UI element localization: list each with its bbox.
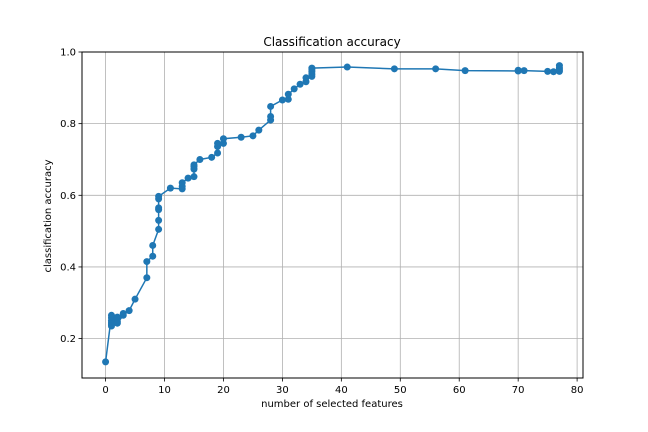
data-point [520, 67, 528, 75]
data-point [514, 66, 522, 74]
y-tick-label: 0.6 [60, 191, 76, 202]
data-point [155, 192, 163, 200]
y-tick-label: 0.4 [60, 262, 76, 273]
data-point [296, 80, 304, 88]
data-point [166, 184, 174, 192]
data-point [284, 95, 292, 103]
data-point [143, 258, 151, 266]
y-axis: 0.2 0.4 0.6 0.8 1.0 [60, 48, 82, 345]
data-point [178, 179, 186, 187]
x-tick-label: 60 [453, 385, 466, 396]
data-point [149, 241, 157, 249]
data-point [267, 102, 275, 110]
data-point [113, 319, 121, 327]
chart-title: Classification accuracy [263, 35, 400, 49]
x-tick-label: 30 [276, 385, 289, 396]
data-point [249, 132, 257, 140]
data-point [343, 63, 351, 71]
data-point [107, 322, 115, 330]
data-point [155, 204, 163, 212]
data-point [255, 126, 263, 134]
data-point [219, 135, 227, 143]
data-point [555, 62, 563, 70]
data-point [290, 85, 298, 93]
y-tick-label: 0.8 [60, 119, 76, 130]
y-tick-label: 1.0 [60, 48, 76, 59]
grid [82, 51, 583, 378]
x-tick-label: 0 [102, 385, 108, 396]
x-tick-label: 50 [394, 385, 407, 396]
series-layer [102, 62, 563, 366]
data-point [550, 68, 558, 76]
data-point [237, 133, 245, 141]
data-point [302, 74, 310, 82]
data-point [196, 155, 204, 163]
data-point [432, 65, 440, 73]
data-point [544, 67, 552, 75]
x-axis-label: number of selected features [261, 399, 403, 410]
x-tick-label: 10 [158, 385, 171, 396]
x-tick-label: 20 [217, 385, 230, 396]
data-point [119, 310, 127, 318]
data-point [125, 307, 133, 315]
data-point [278, 96, 286, 104]
x-tick-label: 40 [335, 385, 348, 396]
data-point [155, 216, 163, 224]
data-point [214, 149, 222, 157]
data-point [102, 358, 110, 366]
x-axis: 0 10 20 30 40 50 60 70 80 [102, 378, 583, 396]
data-point [190, 173, 198, 181]
data-point [390, 65, 398, 73]
data-point [461, 67, 469, 75]
data-point [214, 139, 222, 147]
plot-frame [81, 51, 584, 379]
data-point [284, 90, 292, 98]
x-tick-label: 70 [512, 385, 525, 396]
data-point [308, 64, 316, 72]
y-tick-label: 0.2 [60, 334, 76, 345]
data-point [184, 174, 192, 182]
series-line [104, 65, 561, 362]
data-point [267, 112, 275, 120]
data-point [143, 274, 151, 282]
data-point [131, 295, 139, 303]
x-tick-label: 80 [571, 385, 584, 396]
data-point [149, 252, 157, 260]
data-point [190, 161, 198, 169]
data-point [208, 153, 216, 161]
y-axis-label: classification accuracy [43, 159, 54, 272]
data-point [155, 225, 163, 233]
